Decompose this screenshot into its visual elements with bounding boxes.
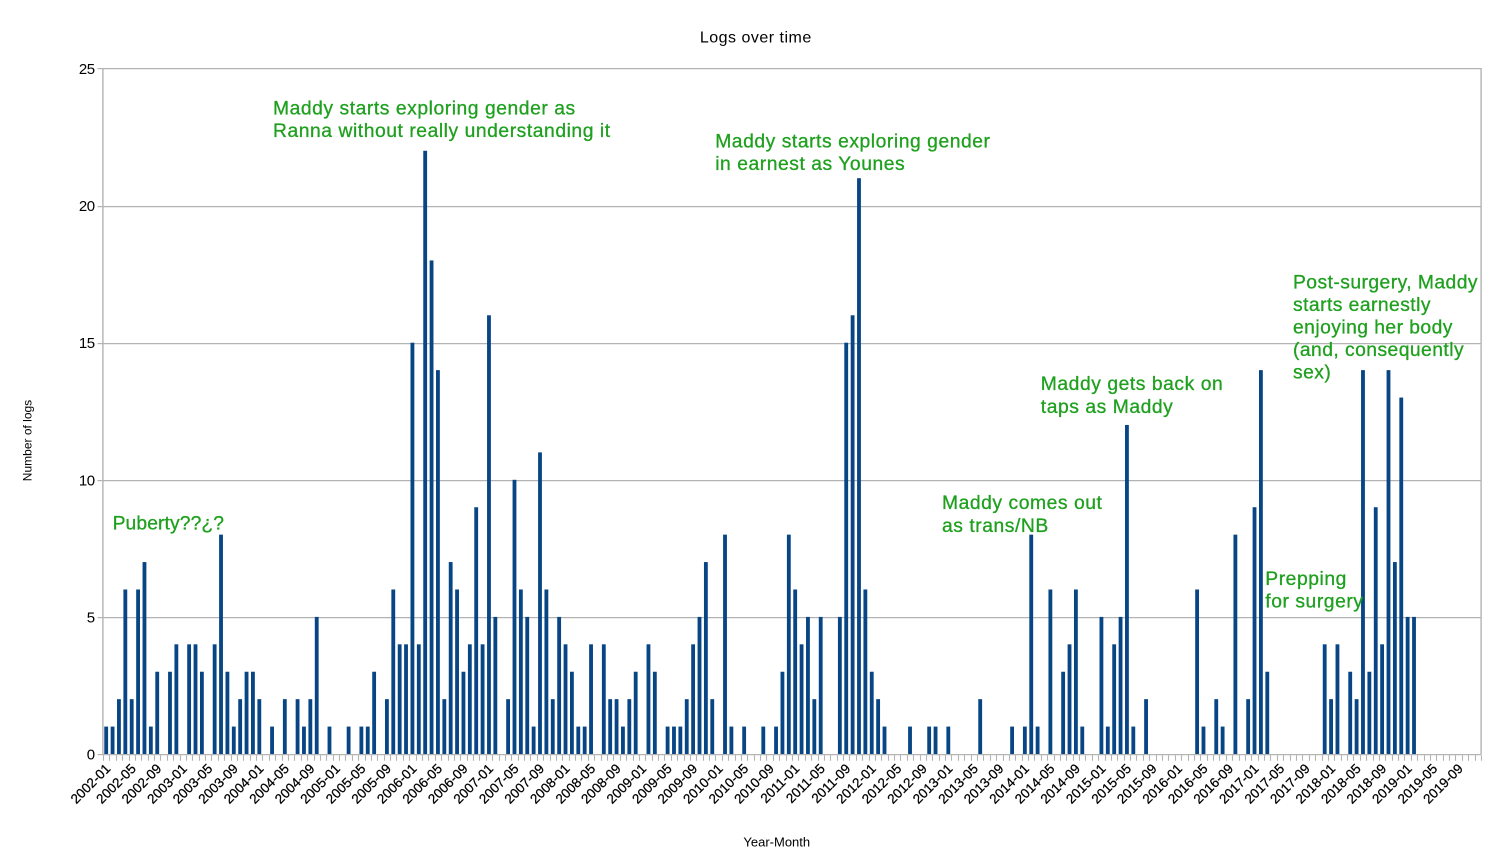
svg-text:Year-Month: Year-Month bbox=[743, 835, 810, 850]
svg-text:25: 25 bbox=[79, 61, 95, 78]
svg-text:0: 0 bbox=[87, 747, 95, 764]
svg-text:10: 10 bbox=[79, 472, 95, 489]
svg-text:Logs over time: Logs over time bbox=[700, 30, 812, 47]
svg-text:5: 5 bbox=[87, 609, 95, 626]
svg-text:15: 15 bbox=[79, 335, 95, 352]
svg-text:20: 20 bbox=[79, 198, 95, 215]
svg-text:Puberty??¿?: Puberty??¿? bbox=[113, 513, 225, 534]
svg-text:Number of logs: Number of logs bbox=[21, 400, 35, 481]
svg-text:Maddy starts exploring gender: Maddy starts exploring gender as Ranna wi… bbox=[273, 99, 611, 143]
